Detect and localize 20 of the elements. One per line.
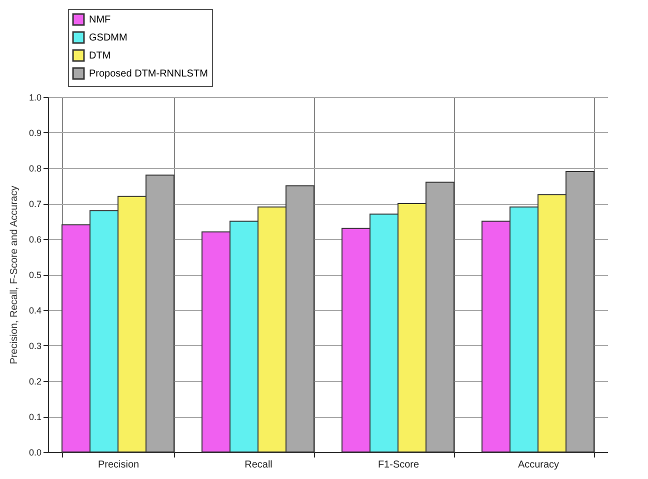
y-tick-label: 0.5 <box>28 270 42 280</box>
x-tick-label: Precision <box>98 460 140 470</box>
y-tick-label: 0.3 <box>28 341 42 351</box>
y-tick-label: 0.4 <box>28 306 42 316</box>
legend-label: DTM <box>89 50 111 62</box>
x-tick-label: Accuracy <box>518 460 560 470</box>
legend-label: Proposed DTM-RNNLSTM <box>89 68 208 80</box>
y-tick-label: 0.0 <box>28 448 42 458</box>
y-tick-label: 0.9 <box>28 128 42 138</box>
x-tick-label: Recall <box>244 460 272 470</box>
y-tick-label: 0.6 <box>28 234 42 244</box>
legend-label: GSDMM <box>89 32 128 44</box>
legend-label: NMF <box>89 14 111 26</box>
y-tick-label: 0.1 <box>28 412 42 422</box>
y-axis-title: Precision, Recall, F-Score and Accuracy <box>8 186 20 364</box>
y-tick-label: 0.8 <box>28 164 42 174</box>
y-tick-label: 1.0 <box>28 92 42 102</box>
y-tick-label: 0.7 <box>28 199 42 209</box>
x-tick-label: F1-Score <box>378 460 420 470</box>
y-tick-label: 0.2 <box>28 376 42 386</box>
